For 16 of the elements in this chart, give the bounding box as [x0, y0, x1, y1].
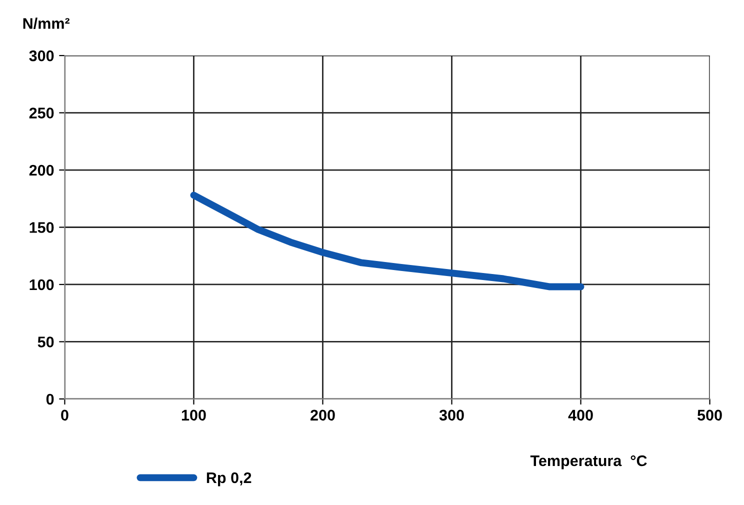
x-tick-label: 400 — [568, 410, 593, 421]
x-tick-label: 100 — [182, 410, 206, 421]
y-tick-label: 300 — [29, 50, 54, 62]
x-tick-label: 200 — [310, 410, 335, 421]
y-tick-label: 0 — [46, 394, 54, 405]
x-tick-label: 300 — [439, 410, 464, 421]
y-tick-label: 150 — [30, 222, 54, 233]
y-axis-title: N/mm² — [23, 18, 70, 30]
legend-label: Rp 0,2 — [206, 472, 252, 486]
y-tick-label: 250 — [29, 108, 54, 118]
x-tick-label: 500 — [698, 410, 722, 421]
x-axis-title: Temperatura °C — [530, 455, 647, 470]
y-tick-label: 200 — [29, 164, 54, 176]
x-tick-label: 0 — [61, 410, 68, 421]
y-tick-label: 50 — [38, 336, 54, 348]
y-tick-label: 100 — [30, 279, 54, 290]
